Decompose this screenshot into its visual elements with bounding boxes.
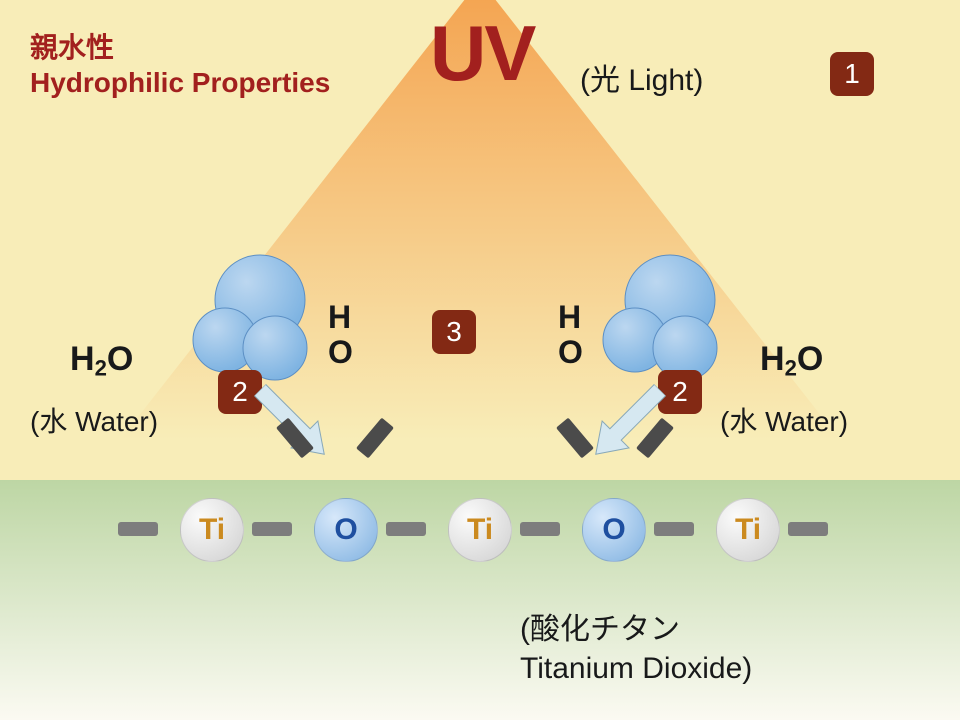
lattice-atom-o: O (314, 498, 378, 562)
lattice-atom-ti: Ti (180, 498, 244, 562)
title-block: 親水性Hydrophilic Properties (30, 30, 330, 100)
lattice-bond (386, 522, 426, 536)
lattice-atom-ti: Ti (716, 498, 780, 562)
water-sublabel-left: (水 Water) (30, 400, 158, 440)
lattice-bond (252, 522, 292, 536)
lattice-bond (520, 522, 560, 536)
title-line1: 親水性 (30, 30, 330, 65)
lattice-bond (118, 522, 158, 536)
lattice-label-line2: Titanium Dioxide) (520, 649, 752, 688)
lattice-atom-ti: Ti (448, 498, 512, 562)
h2o-label-left: H2O (70, 340, 133, 382)
lattice-atom-o: O (582, 498, 646, 562)
lattice-bond (788, 522, 828, 536)
lattice-bond (654, 522, 694, 536)
lattice-label-line1: (酸化チタン (520, 610, 752, 649)
uv-sublabel: (光 Light) (580, 55, 703, 99)
diagram-stage: 親水性Hydrophilic Properties UV (光 Light) 1 3 H2… (0, 0, 960, 720)
step-badge-3: 3 (432, 310, 476, 354)
lattice-label: (酸化チタンTitanium Dioxide) (520, 610, 752, 688)
title-line2: Hydrophilic Properties (30, 65, 330, 100)
h2o-label-right: H2O (760, 340, 823, 382)
step-badge-1: 1 (830, 52, 874, 96)
uv-label: UV (430, 8, 534, 99)
